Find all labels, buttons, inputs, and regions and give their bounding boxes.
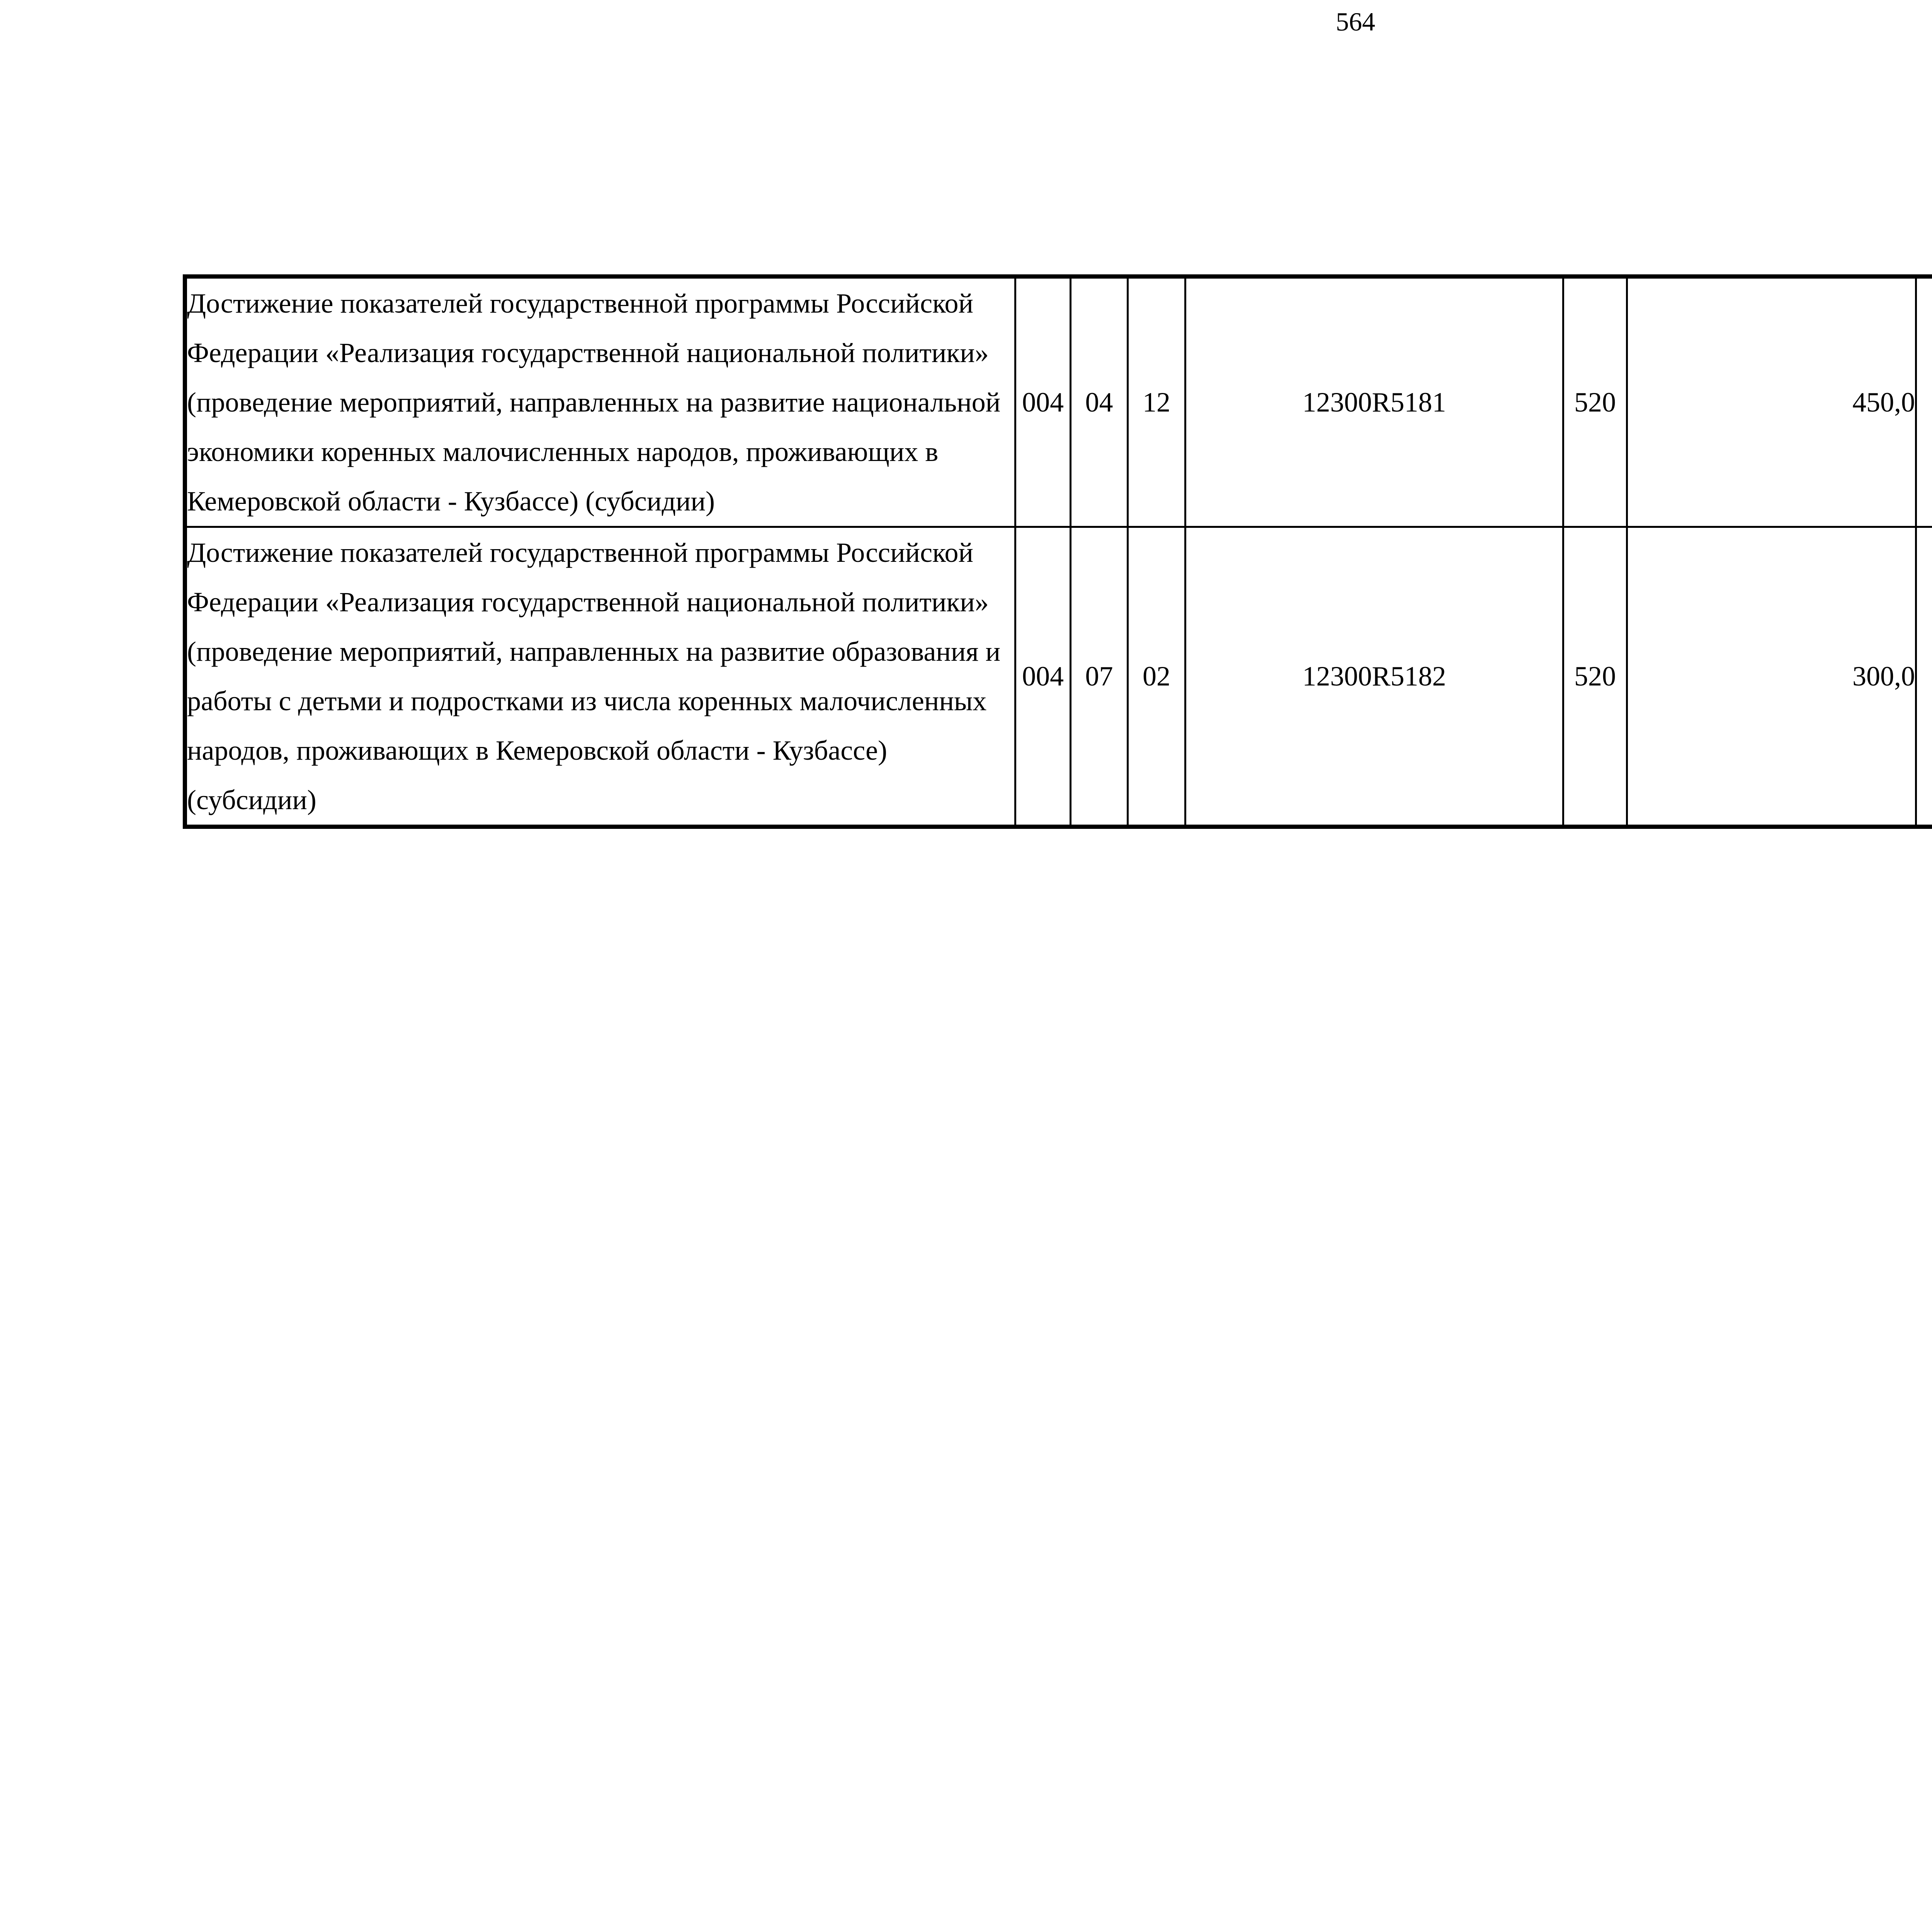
cell-amount-year-2: [1915, 526, 1932, 828]
cell-target-article-code: 12300R5182: [1184, 526, 1564, 828]
cell-chief-administrator-code: 004: [1014, 276, 1071, 528]
cell-target-article-code: 12300R5181: [1184, 276, 1564, 528]
cell-expense-type-code: 520: [1562, 526, 1628, 828]
cell-amount-year-2: [1915, 276, 1932, 528]
cell-section-code: 04: [1070, 276, 1129, 528]
budget-table-container: Достижение показателей государственной п…: [183, 274, 1932, 829]
budget-table-body: Достижение показателей государственной п…: [184, 276, 1932, 828]
cell-chief-administrator-code: 004: [1014, 526, 1071, 828]
expense-name-text: Достижение показателей государственной п…: [187, 537, 1001, 815]
table-row: Достижение показателей государственной п…: [184, 276, 1932, 528]
cell-expense-type-code: 520: [1562, 276, 1628, 528]
cell-amount-year-1: 450,0: [1626, 276, 1917, 528]
cell-amount-year-1: 300,0: [1626, 526, 1917, 828]
cell-expense-name: Достижение показателей государственной п…: [184, 276, 1016, 528]
cell-expense-name: Достижение показателей государственной п…: [184, 526, 1016, 828]
expense-name-text: Достижение показателей государственной п…: [187, 288, 1001, 517]
page-number: 564: [1336, 7, 1375, 36]
cell-section-code: 07: [1070, 526, 1129, 828]
cell-subsection-code: 02: [1127, 526, 1186, 828]
cell-subsection-code: 12: [1127, 276, 1186, 528]
table-row: Достижение показателей государственной п…: [184, 526, 1932, 828]
budget-table: Достижение показателей государственной п…: [183, 274, 1932, 829]
